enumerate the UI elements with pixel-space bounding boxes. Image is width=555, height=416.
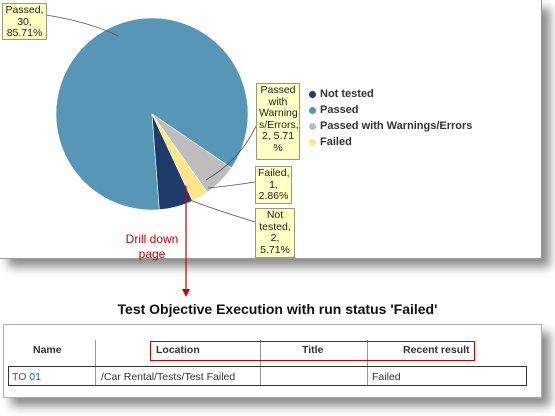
- column-divider: [260, 340, 261, 386]
- drill-down-label: Drill down page: [125, 232, 179, 261]
- row-recent-result: Failed: [372, 371, 401, 383]
- legend-label: Passed: [320, 104, 359, 116]
- table-row[interactable]: [8, 366, 527, 386]
- drill-arrowhead: [182, 289, 190, 297]
- legend-marker: [309, 122, 316, 130]
- column-header-location[interactable]: Location: [156, 344, 200, 356]
- highlight-box: [150, 341, 475, 361]
- legend-label: Passed with Warnings/Errors: [320, 120, 473, 132]
- legend-item-passed: Passed: [309, 102, 472, 118]
- legend-label: Failed: [320, 136, 352, 148]
- chart-legend: Not tested Passed Passed with Warnings/E…: [309, 86, 472, 150]
- callout-warnings: Passed with Warning s/Errors, 2, 5.71%: [256, 83, 300, 160]
- column-header-title[interactable]: Title: [302, 344, 324, 356]
- legend-marker: [309, 138, 316, 146]
- column-header-name[interactable]: Name: [33, 344, 62, 356]
- callout-failed: Failed, 1, 2.86%: [255, 166, 292, 204]
- column-divider: [367, 340, 368, 386]
- legend-item-passed-with-warnings: Passed with Warnings/Errors: [309, 118, 472, 134]
- results-table: [3, 324, 542, 398]
- legend-marker: [309, 106, 316, 114]
- legend-marker: [309, 90, 316, 98]
- table-title: Test Objective Execution with run status…: [117, 301, 438, 317]
- leader-line-passed: [45, 14, 119, 37]
- column-header-recent-result[interactable]: Recent result: [403, 344, 470, 356]
- pie-chart: [45, 14, 257, 297]
- callout-passed: Passed, 30, 85.71%: [2, 3, 47, 40]
- callout-not-tested: Not tested, 2, 5.71%: [255, 208, 295, 258]
- legend-item-failed: Failed: [309, 134, 472, 150]
- leader-line-failed: [207, 181, 256, 189]
- legend-label: Not tested: [320, 88, 374, 100]
- legend-item-not-tested: Not tested: [309, 86, 472, 102]
- column-divider: [95, 340, 96, 386]
- leader-line-not-tested: [189, 199, 256, 223]
- row-name-link[interactable]: TO 01: [12, 371, 41, 383]
- leader-line-warnings: [205, 125, 257, 181]
- row-location: /Car Rental/Tests/Test Failed: [101, 371, 236, 383]
